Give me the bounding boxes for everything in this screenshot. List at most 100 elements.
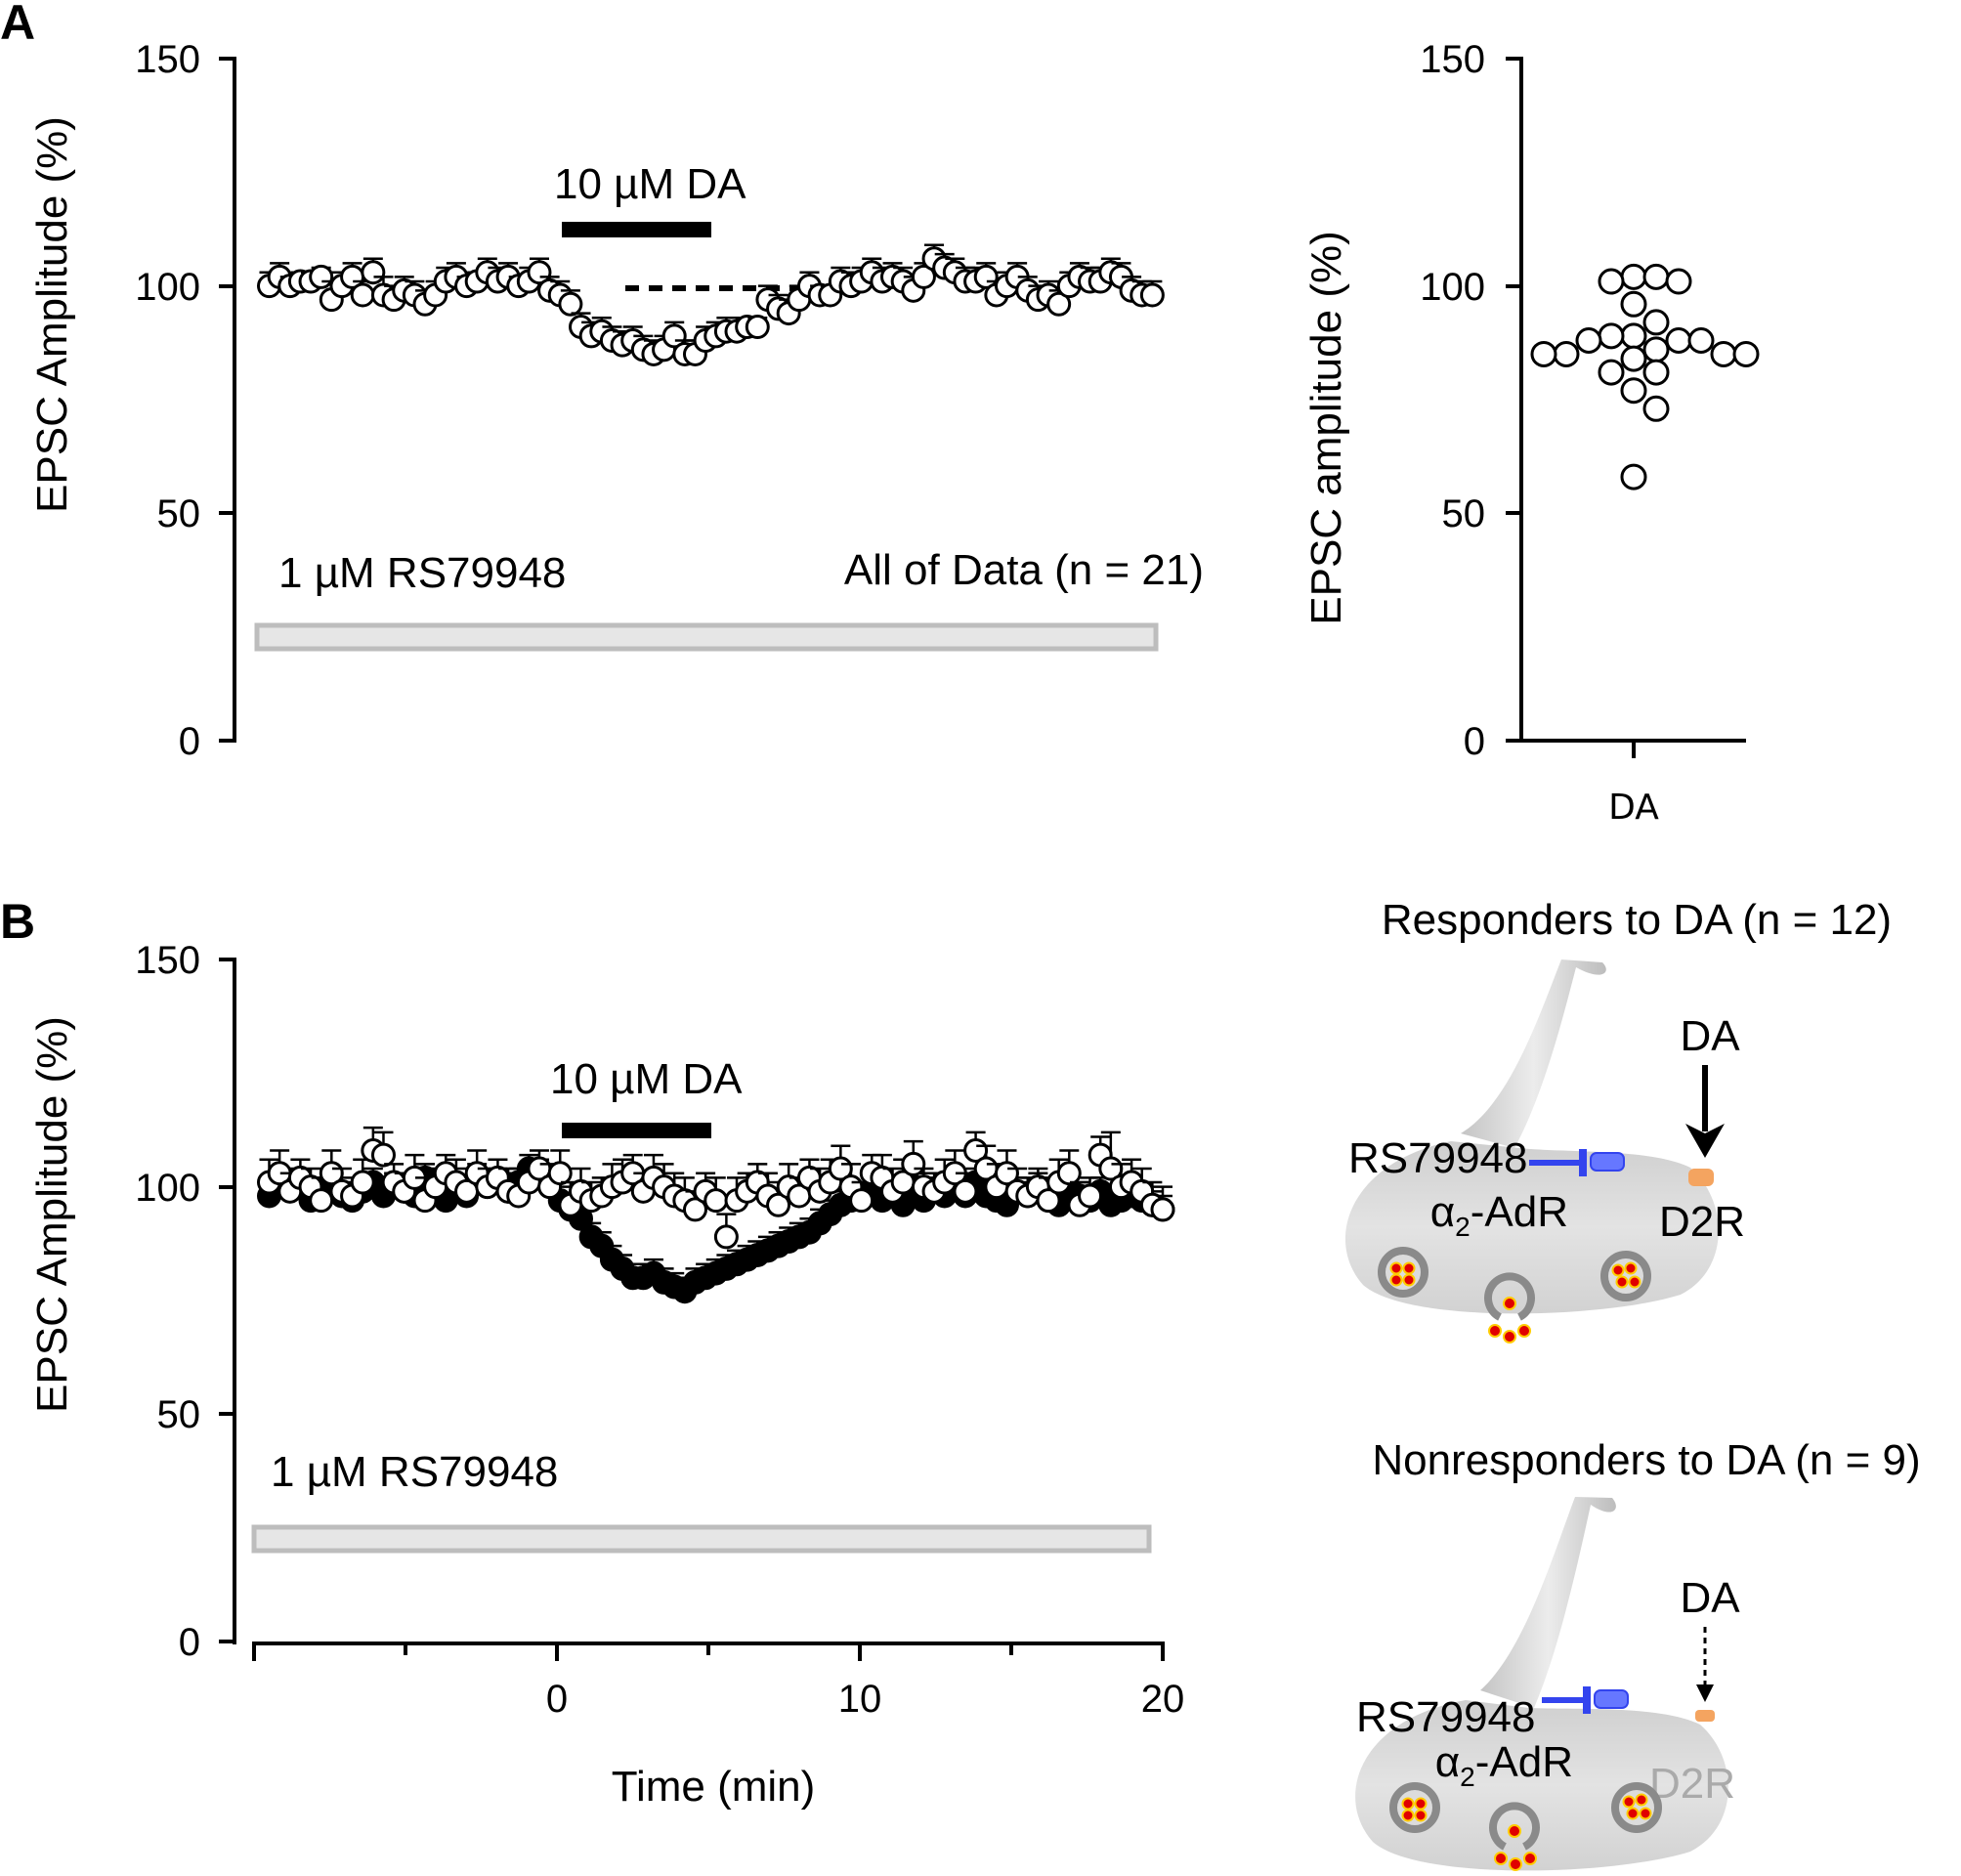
scatter-point bbox=[1620, 290, 1647, 318]
responders-title: Responders to DA (n = 12) bbox=[1382, 896, 1892, 944]
nonresponder-point bbox=[547, 1161, 573, 1186]
scatter-point bbox=[1642, 395, 1670, 422]
scatter-y-axis-label: EPSC amplitude (%) bbox=[1302, 231, 1350, 624]
transmitter bbox=[1624, 1261, 1638, 1275]
b-y-tick-label: 0 bbox=[179, 1621, 200, 1664]
transmitter bbox=[1523, 1852, 1537, 1865]
scatter-point bbox=[1575, 327, 1602, 355]
scatter-y-tick-label: 0 bbox=[1464, 720, 1485, 763]
scatter-point bbox=[1620, 263, 1647, 290]
nonresponder-point bbox=[350, 282, 375, 308]
transmitter bbox=[1517, 1324, 1531, 1338]
responders-alpha2-label: α2-AdR bbox=[1430, 1188, 1568, 1242]
responders-antagonist-label: RS79948 bbox=[1348, 1134, 1527, 1182]
nonresponders-da-arrowhead bbox=[1696, 1684, 1714, 1702]
transmitter bbox=[1494, 1852, 1508, 1865]
scatter-point bbox=[1553, 340, 1580, 367]
scatter-point bbox=[1642, 359, 1670, 386]
responders-d2r-label: D2R bbox=[1659, 1198, 1745, 1246]
b-x-tick-label: 20 bbox=[1141, 1678, 1185, 1721]
nonresponders-da-label: DA bbox=[1680, 1574, 1740, 1622]
chart-a-scatter: EPSC amplitude (%) 150 100 50 0 DA bbox=[1302, 38, 1760, 828]
scatter-point bbox=[1598, 322, 1625, 350]
scatter-point bbox=[1665, 268, 1692, 295]
nonresponder-point bbox=[901, 1151, 926, 1176]
transmitter bbox=[1401, 1797, 1415, 1811]
nonresponder-point bbox=[1150, 1197, 1175, 1222]
a-y-tick-label: 100 bbox=[135, 266, 200, 309]
scatter-point bbox=[1665, 327, 1692, 355]
vesicle-pool bbox=[1389, 1782, 1440, 1833]
b-data-points bbox=[257, 1126, 1175, 1304]
a-da-label: 10 µM DA bbox=[554, 160, 746, 208]
nonresponders-title: Nonresponders to DA (n = 9) bbox=[1372, 1436, 1920, 1484]
scatter-point bbox=[1598, 268, 1625, 295]
scatter-point bbox=[1620, 377, 1647, 405]
panel-label-b: B bbox=[0, 894, 35, 949]
scatter-point bbox=[1620, 322, 1647, 350]
responders-da-label: DA bbox=[1680, 1012, 1740, 1060]
a-rs79948-bar bbox=[254, 622, 1159, 652]
transmitter bbox=[1389, 1273, 1403, 1287]
nonresponder-point bbox=[370, 1142, 396, 1168]
transmitter bbox=[1414, 1797, 1428, 1811]
b-rs79948-label: 1 µM RS79948 bbox=[271, 1448, 558, 1496]
panel-label-a: A bbox=[0, 0, 35, 50]
nonresponders-axon-stalk bbox=[1480, 1497, 1616, 1708]
a-y-tick-label: 150 bbox=[135, 38, 200, 81]
nonresponder-point bbox=[350, 1170, 375, 1195]
nonresponder-point bbox=[309, 1188, 334, 1214]
scatter-point bbox=[1530, 340, 1557, 367]
transmitter bbox=[1401, 1809, 1415, 1822]
b-x-axis-label: Time (min) bbox=[612, 1763, 816, 1811]
fusing-vesicle bbox=[1489, 1802, 1540, 1851]
schematic-responders: Responders to DA (n = 12) RS79948 α2-AdR… bbox=[1344, 896, 1892, 1343]
nonresponders-d2r-receptor bbox=[1695, 1710, 1715, 1722]
transmitter bbox=[1626, 1807, 1640, 1820]
b-x-tick-label: 0 bbox=[546, 1678, 568, 1721]
transmitter bbox=[1402, 1273, 1416, 1287]
nonresponders-antagonist-label: RS79948 bbox=[1356, 1693, 1535, 1741]
scatter-y-tick-label: 50 bbox=[1442, 492, 1486, 535]
nonresponder-point bbox=[713, 1224, 739, 1250]
b-y-tick-label: 50 bbox=[157, 1393, 201, 1436]
transmitter bbox=[1635, 1793, 1648, 1807]
transmitter bbox=[1389, 1261, 1403, 1275]
nonresponders-alpha2-receptor bbox=[1594, 1689, 1629, 1709]
nonresponder-point bbox=[703, 1188, 729, 1214]
a-y-tick-label: 50 bbox=[157, 492, 201, 535]
responders-vesicles bbox=[1378, 1247, 1651, 1343]
b-x-tick-label: 10 bbox=[838, 1678, 882, 1721]
transmitter bbox=[1509, 1857, 1522, 1871]
scatter-y-tick-label: 150 bbox=[1420, 38, 1485, 81]
nonresponders-vesicles bbox=[1389, 1782, 1662, 1871]
chart-a-timecourse: EPSC Amplitude (%) 150 100 50 0 10 µM DA… bbox=[28, 38, 1204, 763]
nonresponder-point bbox=[766, 1192, 791, 1217]
b-x-ticks bbox=[252, 1643, 1165, 1661]
b-y-tick-label: 150 bbox=[135, 939, 200, 982]
schematic-nonresponders: Nonresponders to DA (n = 9) RS79948 α2-A… bbox=[1355, 1436, 1921, 1871]
b-da-application-bar bbox=[562, 1123, 711, 1138]
a-y-tick-label: 0 bbox=[179, 720, 200, 763]
scatter-point bbox=[1732, 340, 1760, 367]
a-data-points bbox=[257, 243, 1165, 366]
transmitter bbox=[1628, 1275, 1641, 1289]
b-y-tick-label: 100 bbox=[135, 1167, 200, 1210]
nonresponder-point bbox=[1139, 282, 1165, 308]
responders-da-arrowhead bbox=[1685, 1124, 1725, 1158]
scatter-y-tick-label: 100 bbox=[1420, 266, 1485, 309]
a-y-axis-label: EPSC Amplitude (%) bbox=[28, 116, 76, 513]
nonresponder-point bbox=[911, 264, 936, 289]
chart-b-timecourse: EPSC Amplitude (%) 150 100 50 0 0 10 20 … bbox=[28, 939, 1184, 1811]
vesicle-pool bbox=[1600, 1251, 1651, 1301]
scatter-point bbox=[1642, 309, 1670, 336]
scatter-x-category-label: DA bbox=[1608, 788, 1659, 828]
scatter-data-points bbox=[1530, 263, 1760, 490]
nonresponder-point bbox=[309, 264, 334, 289]
a-da-application-bar bbox=[562, 222, 711, 237]
transmitter bbox=[1402, 1261, 1416, 1275]
b-da-label: 10 µM DA bbox=[550, 1055, 743, 1103]
nonresponders-alpha2-label: α2-AdR bbox=[1435, 1738, 1573, 1792]
scatter-point bbox=[1620, 345, 1647, 372]
transmitter bbox=[1615, 1275, 1629, 1289]
